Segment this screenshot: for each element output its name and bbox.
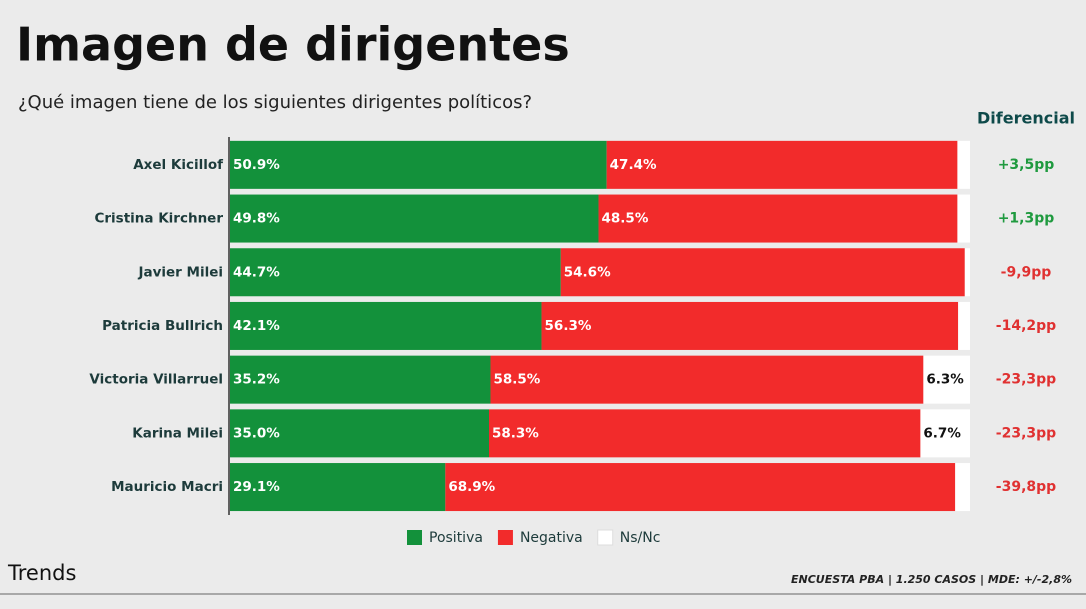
value-label: 50.9%	[233, 157, 280, 173]
category-label: Victoria Villarruel	[89, 372, 223, 388]
value-label: 42.1%	[233, 318, 280, 334]
value-label: 56.3%	[545, 318, 592, 334]
category-label: Cristina Kirchner	[94, 211, 223, 227]
differential-label: +3,5pp	[998, 157, 1055, 173]
category-label: Patricia Bullrich	[102, 318, 223, 334]
bar-segment	[541, 301, 959, 350]
legend-label: Negativa	[520, 530, 583, 546]
value-label: 35.0%	[233, 425, 280, 441]
bar-segment	[230, 355, 491, 404]
bar-segment	[230, 301, 542, 350]
value-label: 47.4%	[610, 157, 657, 173]
category-label: Javier Milei	[137, 264, 223, 280]
bar-segment	[445, 463, 956, 512]
bar-segment	[923, 355, 970, 404]
value-label: 58.3%	[492, 425, 539, 441]
legend-label: Positiva	[429, 530, 483, 546]
differential-label: -14,2pp	[996, 318, 1056, 334]
logo: Trends	[7, 561, 76, 585]
value-label: 49.8%	[233, 211, 280, 227]
value-label: 48.5%	[602, 211, 649, 227]
bar-segment	[490, 355, 924, 404]
differential-label: -23,3pp	[996, 372, 1056, 388]
bar-segment	[598, 194, 958, 243]
value-label: 54.6%	[564, 264, 611, 280]
differential-label: +1,3pp	[998, 211, 1055, 227]
chart-title: Imagen de dirigentes	[16, 18, 570, 72]
source: ENCUESTA PBA | 1.250 CASOS | MDE: +/-2,8…	[791, 573, 1072, 586]
subtitle: ¿Qué imagen tiene de los siguientes diri…	[18, 92, 532, 113]
value-label: 6.7%	[923, 425, 961, 441]
bar-segment	[920, 409, 970, 458]
bar-segment	[957, 140, 970, 189]
legend-swatch	[597, 529, 614, 546]
differential-label: -9,9pp	[1001, 264, 1052, 280]
category-label: Karina Milei	[132, 425, 223, 441]
differential-label: -23,3pp	[996, 425, 1056, 441]
category-label: Mauricio Macri	[111, 479, 223, 495]
bar-segment	[489, 409, 921, 458]
bar-segment	[230, 409, 489, 458]
value-label: 58.5%	[493, 372, 540, 388]
legend-label: Ns/Nc	[620, 530, 661, 546]
bar-segment	[230, 463, 446, 512]
value-label: 6.3%	[926, 372, 964, 388]
bar-segment	[958, 301, 970, 350]
bar-segment	[230, 194, 599, 243]
value-label: 44.7%	[233, 264, 280, 280]
bar-segment	[955, 463, 970, 512]
category-label: Axel Kicillof	[133, 157, 223, 173]
differential-title: Diferencial	[977, 109, 1075, 128]
bar-segment	[230, 248, 561, 297]
legend-swatch	[407, 530, 422, 545]
value-label: 29.1%	[233, 479, 280, 495]
value-label: 35.2%	[233, 372, 280, 388]
differential-label: -39,8pp	[996, 479, 1056, 495]
legend-swatch	[497, 530, 513, 545]
bar-segment	[957, 194, 970, 243]
value-label: 68.9%	[448, 479, 495, 495]
bar-segment	[606, 140, 958, 189]
bar-segment	[964, 248, 970, 297]
bar-segment	[560, 248, 965, 297]
bar-segment	[230, 140, 607, 189]
